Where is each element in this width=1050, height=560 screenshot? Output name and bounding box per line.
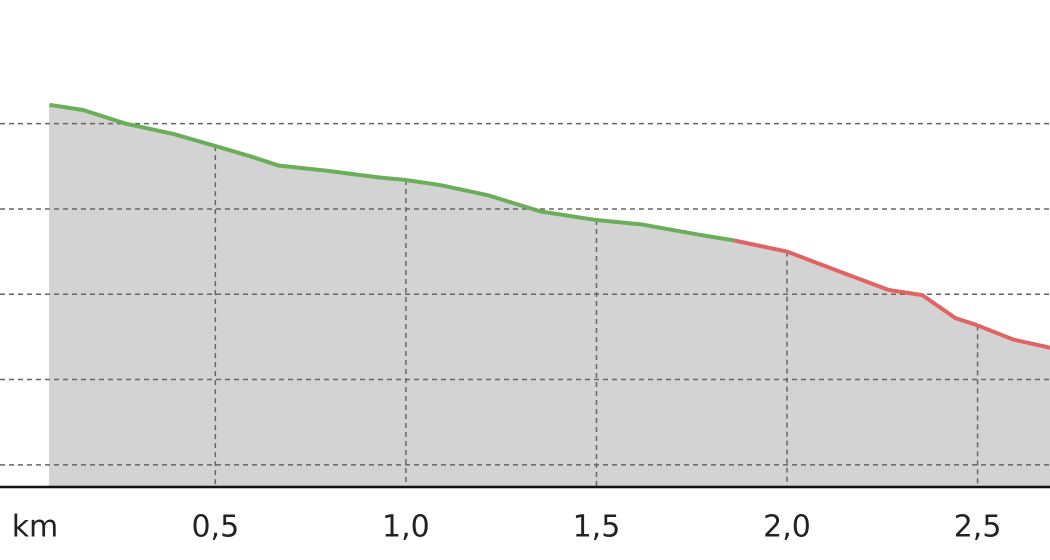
x-tick-label: 1,5 bbox=[573, 510, 621, 545]
x-tick-label: 1,0 bbox=[382, 510, 430, 545]
x-tick-label: 2,0 bbox=[763, 510, 811, 545]
line bbox=[49, 102, 735, 243]
x-tick-label: 0,5 bbox=[191, 510, 239, 545]
line bbox=[734, 238, 1050, 350]
area bbox=[49, 104, 735, 488]
x-tick-label: 2,5 bbox=[954, 510, 1002, 545]
x-axis-label: km bbox=[12, 510, 59, 545]
area bbox=[733, 239, 1050, 488]
